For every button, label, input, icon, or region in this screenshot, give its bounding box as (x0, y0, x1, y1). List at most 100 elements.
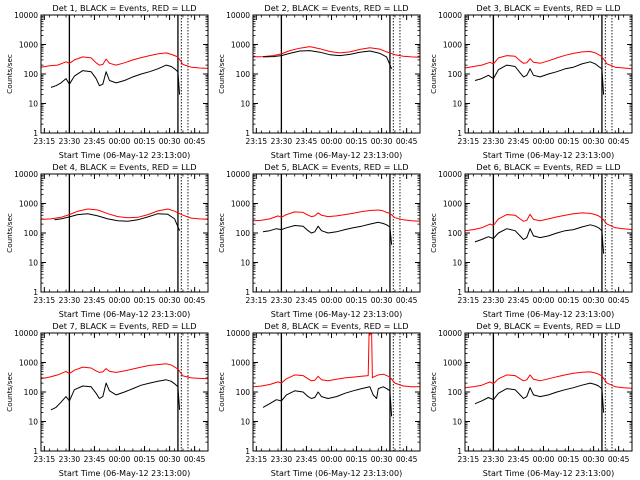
x-tick-label: 00:00 (109, 296, 131, 305)
x-axis-label: Start Time (06-May-12 23:13:00) (59, 310, 190, 319)
x-tick-label: 23:45 (296, 296, 318, 305)
plot-frame (40, 332, 209, 452)
x-tick-label: 00:45 (396, 455, 418, 464)
events-series-line (474, 61, 605, 95)
x-axis-label: Start Time (06-May-12 23:13:00) (59, 151, 190, 160)
x-tick-label: 00:00 (533, 455, 555, 464)
plot-frame (464, 14, 633, 134)
events-series-line (262, 221, 393, 245)
y-tick-label: 1000 (443, 200, 462, 209)
x-tick-label: 00:30 (371, 137, 393, 146)
y-tick-label: 10 (452, 100, 462, 109)
y-tick-label: 1 (33, 129, 38, 138)
y-axis-label: Counts/sec (217, 372, 226, 412)
plot-frame (40, 14, 209, 134)
x-tick-label: 00:00 (321, 137, 343, 146)
x-tick-label: 00:30 (371, 455, 393, 464)
chart-title: Det 7, BLACK = Events, RED = LLD (52, 321, 196, 331)
lld-series-line (252, 46, 421, 58)
x-tick-label: 00:15 (134, 455, 156, 464)
y-tick-label: 1000 (231, 41, 250, 50)
x-tick-label: 23:15 (458, 455, 480, 464)
x-tick-label: 23:30 (483, 455, 505, 464)
y-tick-label: 10 (240, 259, 250, 268)
y-tick-label: 1000 (19, 200, 38, 209)
y-tick-label: 100 (236, 70, 251, 79)
x-axis-label: Start Time (06-May-12 23:13:00) (271, 469, 402, 478)
x-tick-label: 23:45 (508, 137, 530, 146)
x-axis-label: Start Time (06-May-12 23:13:00) (483, 310, 614, 319)
events-series-line (474, 224, 605, 254)
chart-title: Det 2, BLACK = Events, RED = LLD (264, 3, 408, 13)
y-tick-label: 1 (245, 447, 250, 456)
chart-title: Det 3, BLACK = Events, RED = LLD (476, 3, 620, 13)
y-tick-label: 1000 (231, 200, 250, 209)
y-tick-label: 1000 (19, 41, 38, 50)
x-tick-label: 00:15 (558, 137, 580, 146)
y-tick-label: 100 (448, 388, 463, 397)
x-tick-label: 23:30 (271, 455, 293, 464)
events-series-line (50, 64, 181, 95)
y-tick-label: 100 (24, 388, 39, 397)
x-tick-label: 00:30 (583, 296, 605, 305)
chart-panel-5: Det 5, BLACK = Events, RED = LLD Start Ti… (217, 162, 421, 319)
x-tick-label: 00:15 (134, 137, 156, 146)
x-tick-label: 00:45 (396, 296, 418, 305)
y-tick-label: 100 (448, 70, 463, 79)
x-tick-label: 00:45 (184, 455, 206, 464)
x-tick-label: 23:45 (84, 455, 106, 464)
y-tick-label: 10 (452, 259, 462, 268)
chart-title: Det 5, BLACK = Events, RED = LLD (264, 162, 408, 172)
x-tick-label: 00:45 (608, 296, 630, 305)
x-tick-label: 00:15 (558, 296, 580, 305)
y-tick-label: 1000 (19, 359, 38, 368)
x-tick-label: 00:00 (321, 455, 343, 464)
x-tick-label: 23:15 (34, 296, 56, 305)
events-series-line (262, 50, 393, 69)
x-tick-label: 00:45 (184, 137, 206, 146)
events-series-line (54, 213, 181, 231)
x-tick-label: 23:15 (458, 137, 480, 146)
y-axis-label: Counts/sec (429, 372, 438, 412)
x-tick-label: 00:30 (159, 455, 181, 464)
y-axis-label: Counts/sec (429, 54, 438, 94)
x-tick-label: 23:30 (271, 137, 293, 146)
y-tick-label: 100 (236, 388, 251, 397)
y-tick-label: 10000 (226, 329, 250, 338)
plot-frame (464, 332, 633, 452)
lld-series-line (40, 208, 209, 220)
x-tick-label: 00:15 (346, 296, 368, 305)
x-tick-label: 23:45 (296, 455, 318, 464)
x-tick-label: 23:15 (246, 455, 268, 464)
y-tick-label: 1 (245, 288, 250, 297)
x-tick-label: 00:45 (608, 137, 630, 146)
y-tick-label: 10 (28, 259, 38, 268)
lld-series-line (252, 209, 421, 222)
chart-title: Det 6, BLACK = Events, RED = LLD (476, 162, 620, 172)
y-axis-label: Counts/sec (5, 372, 14, 412)
x-tick-label: 00:15 (346, 137, 368, 146)
y-tick-label: 10000 (438, 329, 462, 338)
y-tick-label: 10 (28, 418, 38, 427)
x-tick-label: 00:45 (184, 296, 206, 305)
y-tick-label: 1 (33, 447, 38, 456)
y-tick-label: 10000 (438, 11, 462, 20)
y-tick-label: 1000 (231, 359, 250, 368)
x-tick-label: 23:45 (508, 296, 530, 305)
x-tick-label: 23:15 (246, 296, 268, 305)
y-axis-label: Counts/sec (5, 213, 14, 253)
chart-panel-3: Det 3, BLACK = Events, RED = LLD Start Ti… (429, 3, 633, 160)
plot-frame (252, 173, 421, 293)
x-tick-label: 00:00 (109, 137, 131, 146)
x-axis-label: Start Time (06-May-12 23:13:00) (271, 310, 402, 319)
chart-title: Det 1, BLACK = Events, RED = LLD (52, 3, 196, 13)
plot-frame (464, 173, 633, 293)
chart-panel-8: Det 8, BLACK = Events, RED = LLD Start Ti… (217, 321, 421, 478)
x-tick-label: 23:30 (59, 296, 81, 305)
y-tick-label: 1 (457, 129, 462, 138)
chart-title: Det 8, BLACK = Events, RED = LLD (264, 321, 408, 331)
lld-series-line (252, 332, 420, 388)
x-tick-label: 23:30 (483, 296, 505, 305)
y-axis-label: Counts/sec (429, 213, 438, 253)
x-tick-label: 23:45 (84, 296, 106, 305)
